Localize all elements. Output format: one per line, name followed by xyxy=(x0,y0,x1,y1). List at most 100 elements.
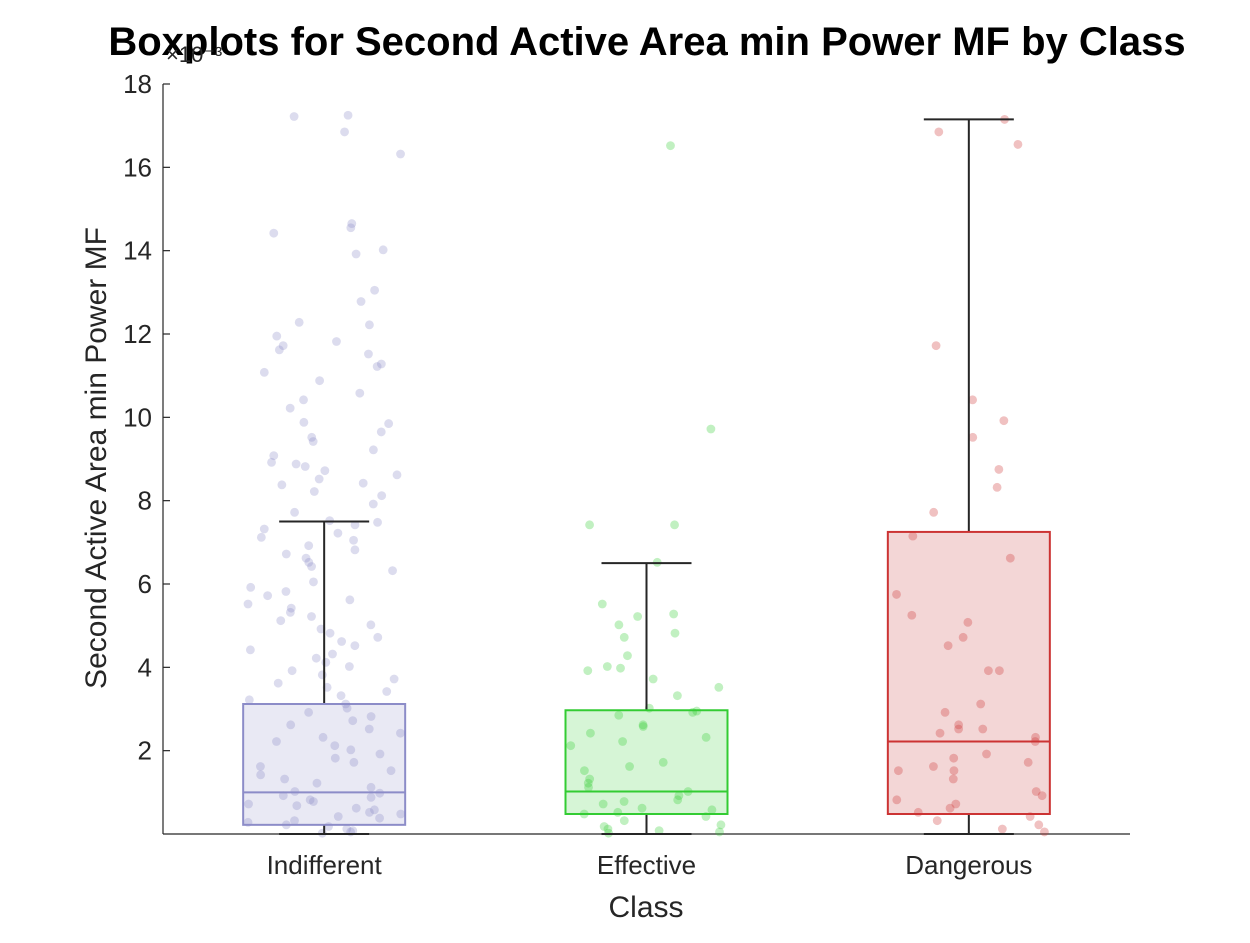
data-point xyxy=(583,778,593,788)
x-tick-label: Indifferent xyxy=(267,850,383,880)
chart-title: Boxplots for Second Active Area min Powe… xyxy=(108,20,1185,64)
data-point xyxy=(312,778,322,788)
data-point xyxy=(273,678,283,688)
data-point xyxy=(1031,732,1040,742)
data-point xyxy=(935,728,945,738)
data-point xyxy=(566,741,576,751)
data-point xyxy=(351,249,361,259)
data-point xyxy=(392,470,402,480)
data-point xyxy=(892,590,901,599)
data-point xyxy=(256,762,265,771)
data-point xyxy=(707,805,717,815)
data-point xyxy=(584,782,593,792)
data-point xyxy=(614,620,624,630)
data-point xyxy=(346,745,356,755)
data-point xyxy=(287,666,297,676)
data-point xyxy=(269,451,279,461)
data-point xyxy=(346,223,356,233)
data-point xyxy=(954,720,964,730)
data-point xyxy=(349,535,358,545)
data-point xyxy=(940,707,950,717)
data-point xyxy=(396,728,405,738)
data-point xyxy=(994,465,1004,474)
data-point xyxy=(1034,820,1044,830)
data-point xyxy=(1005,553,1015,563)
data-point xyxy=(654,826,664,836)
data-point xyxy=(358,478,368,488)
data-point xyxy=(328,649,337,659)
data-point xyxy=(366,712,376,721)
data-point xyxy=(370,285,380,295)
data-point xyxy=(347,219,357,228)
data-point xyxy=(638,720,648,730)
data-point xyxy=(272,737,281,746)
data-point xyxy=(309,797,318,806)
data-point xyxy=(984,666,993,676)
data-point xyxy=(299,417,309,427)
data-point xyxy=(292,801,302,811)
data-point xyxy=(623,651,632,661)
data-point xyxy=(299,395,308,405)
data-point xyxy=(256,532,266,542)
data-point xyxy=(1023,757,1033,767)
data-point xyxy=(350,641,360,651)
data-point xyxy=(373,632,383,642)
data-point xyxy=(388,566,397,576)
data-point xyxy=(619,632,629,642)
data-point xyxy=(716,820,726,830)
data-point xyxy=(307,562,316,571)
data-point xyxy=(976,699,986,709)
data-point xyxy=(305,795,315,805)
data-point xyxy=(389,674,399,684)
data-point xyxy=(949,753,959,763)
data-point xyxy=(345,595,355,605)
data-point xyxy=(674,791,684,801)
data-point xyxy=(366,620,376,630)
data-point xyxy=(669,609,679,619)
data-point xyxy=(648,674,658,684)
box-fill xyxy=(887,531,1050,814)
data-point xyxy=(351,803,361,813)
data-point xyxy=(307,432,317,442)
data-point xyxy=(365,807,374,817)
data-point xyxy=(1040,827,1049,837)
data-point xyxy=(304,557,314,567)
data-point xyxy=(333,528,343,538)
data-point xyxy=(929,762,938,771)
data-point xyxy=(1031,787,1041,796)
data-point xyxy=(994,666,1004,676)
data-point xyxy=(350,520,360,530)
data-point xyxy=(289,112,299,121)
data-point xyxy=(314,474,324,484)
data-point xyxy=(894,766,903,776)
data-point xyxy=(263,591,273,601)
data-point xyxy=(376,359,386,369)
data-point xyxy=(355,388,365,398)
data-point xyxy=(598,799,608,809)
data-point xyxy=(246,582,256,592)
box-outline xyxy=(242,703,407,826)
data-point xyxy=(378,245,388,255)
data-point xyxy=(382,687,392,696)
data-point xyxy=(948,774,958,784)
x-axis-label: Class xyxy=(608,891,683,924)
data-point xyxy=(294,317,304,327)
data-point xyxy=(943,641,953,651)
data-point xyxy=(372,362,382,371)
data-point xyxy=(369,445,378,455)
data-point xyxy=(633,612,643,621)
data-point xyxy=(256,770,266,780)
y-tick-label: 12 xyxy=(123,319,152,349)
data-point xyxy=(304,541,314,551)
data-point xyxy=(638,722,648,731)
data-point xyxy=(932,816,942,826)
data-point xyxy=(992,482,1002,492)
data-point xyxy=(366,782,376,792)
data-point xyxy=(244,799,253,809)
data-point xyxy=(344,662,354,671)
data-point xyxy=(317,670,327,680)
data-point xyxy=(356,297,366,306)
data-point xyxy=(277,480,287,490)
y-tick-label: 8 xyxy=(138,486,152,516)
